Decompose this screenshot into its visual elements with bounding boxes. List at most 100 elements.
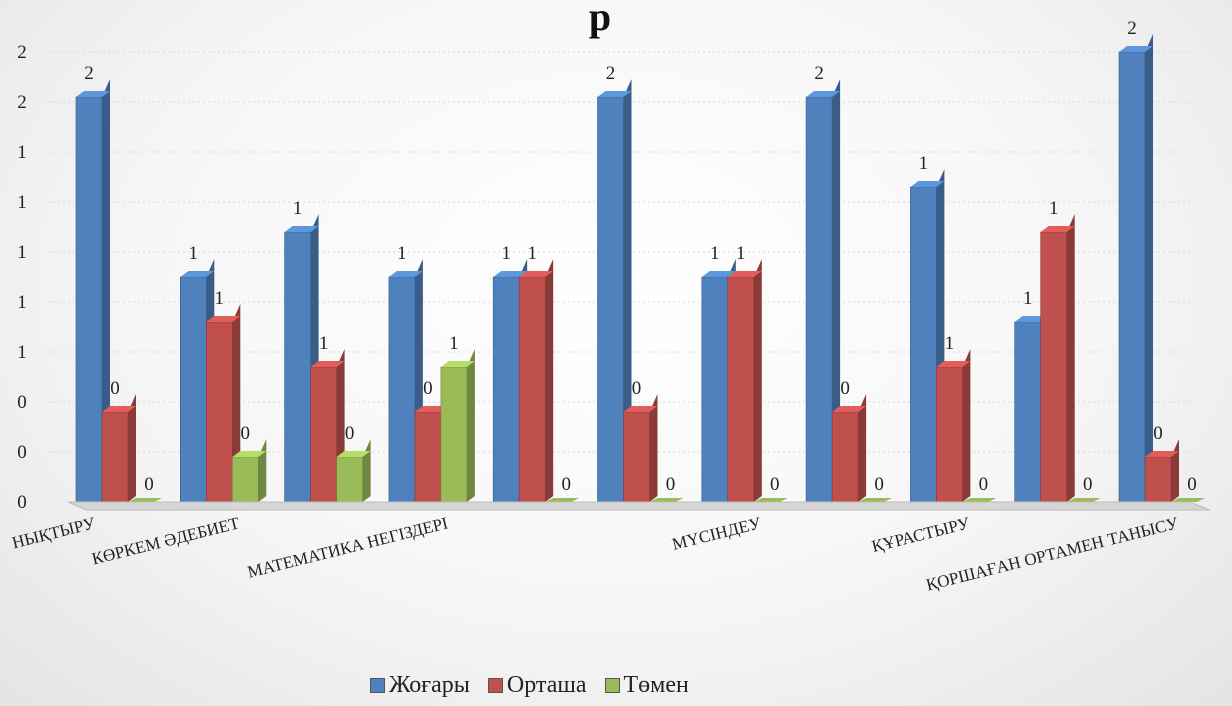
legend-swatch-zhogary [370, 677, 385, 693]
y-tick-label: 0 [17, 392, 27, 413]
bar-top [910, 181, 945, 187]
bar-front [623, 411, 650, 503]
bar-top [727, 271, 762, 277]
data-label: 0 [1187, 474, 1197, 495]
bar-top [936, 361, 971, 367]
data-label: 0 [666, 474, 676, 495]
bar-top [388, 271, 423, 277]
data-label: 1 [397, 243, 407, 264]
x-category-label: МАТЕМАТИКА НЕГІЗДЕРІ [246, 513, 451, 581]
legend-item-tomen[interactable]: Төмен [604, 671, 689, 699]
bar-top [623, 406, 658, 412]
bar-top [414, 406, 449, 412]
bar [805, 79, 841, 503]
bar-top [440, 361, 475, 367]
legend-label-tomen: Төмен [623, 671, 689, 698]
bar-front [388, 276, 416, 503]
bar-front [1040, 231, 1067, 503]
bar [232, 439, 267, 503]
bar-side [858, 394, 867, 502]
bar-side [102, 79, 110, 502]
data-label: 2 [84, 63, 94, 84]
bar-top [76, 91, 110, 97]
chart-floor [67, 501, 1211, 511]
bar [727, 259, 762, 503]
bar-side [1145, 34, 1153, 502]
data-label: 0 [423, 378, 433, 399]
bar-side [128, 394, 136, 502]
y-tick-label: 0 [17, 492, 27, 513]
data-label: 1 [1049, 198, 1059, 219]
bar-top [597, 91, 632, 97]
bar-top [336, 451, 371, 457]
bar-front [336, 456, 363, 503]
y-tick-label: 2 [17, 92, 27, 113]
data-label: 0 [1083, 474, 1093, 495]
bar [858, 498, 893, 502]
bar-front [101, 411, 129, 503]
bar [1118, 34, 1153, 503]
bar [753, 498, 788, 502]
data-label: 0 [840, 378, 850, 399]
bar-top [1145, 451, 1179, 457]
bar-top [206, 316, 241, 322]
bar-front [180, 276, 207, 503]
bar-side [1171, 439, 1179, 502]
bar [440, 349, 475, 503]
x-category-label: НЫҚТЫРУ [10, 513, 98, 552]
bar-top [1119, 46, 1153, 52]
data-label: 1 [449, 333, 459, 354]
bar [545, 498, 580, 502]
data-label: 0 [241, 423, 251, 444]
bar [1066, 498, 1101, 502]
y-tick-label: 1 [17, 242, 27, 263]
bar-top [832, 406, 867, 412]
bar-front [701, 276, 729, 503]
y-tick-label: 0 [17, 442, 27, 463]
bar-side [962, 349, 971, 502]
bar-front [910, 186, 937, 503]
legend-swatch-tomen [604, 677, 620, 693]
bar-top [310, 361, 345, 367]
bar-front [805, 96, 833, 503]
bar-front [75, 96, 103, 503]
bar-front [206, 321, 233, 503]
floor-plane [67, 501, 1211, 511]
bar [936, 349, 971, 503]
data-label: 1 [945, 333, 955, 354]
data-label: 0 [874, 474, 884, 495]
bar-front [597, 96, 624, 503]
bar-top [806, 91, 841, 97]
bar-flat [753, 498, 788, 502]
bar-top [1040, 226, 1075, 232]
bar-top [180, 271, 215, 277]
data-label: 0 [561, 474, 571, 495]
bar-top [519, 271, 554, 277]
data-label: 2 [1127, 18, 1137, 39]
bar-side [623, 79, 632, 502]
data-label: 0 [345, 423, 355, 444]
legend-label-ortasha: Орташа [506, 671, 587, 698]
bar-top [102, 406, 136, 412]
bar [1040, 214, 1075, 503]
legend-item-ortasha[interactable]: Орташа [487, 671, 587, 699]
chart-title: р [589, 0, 611, 39]
bar-front [936, 366, 963, 503]
bar [101, 394, 136, 503]
bar-side [545, 259, 554, 502]
bar-front [440, 366, 468, 503]
bar-front [727, 276, 755, 503]
legend-item-zhogary[interactable]: Жоғары [370, 672, 470, 699]
bar-top [1014, 316, 1049, 322]
data-label: 1 [319, 333, 329, 354]
bar-side [362, 439, 371, 502]
bar [310, 349, 345, 503]
bar-flat [1066, 498, 1101, 502]
data-label: 1 [710, 243, 720, 264]
legend-swatch-ortasha [487, 677, 503, 693]
data-label: 1 [501, 243, 511, 264]
bar-side [258, 439, 267, 502]
data-label: 1 [293, 198, 303, 219]
x-category-label: МҮСІНДЕУ [670, 513, 764, 554]
